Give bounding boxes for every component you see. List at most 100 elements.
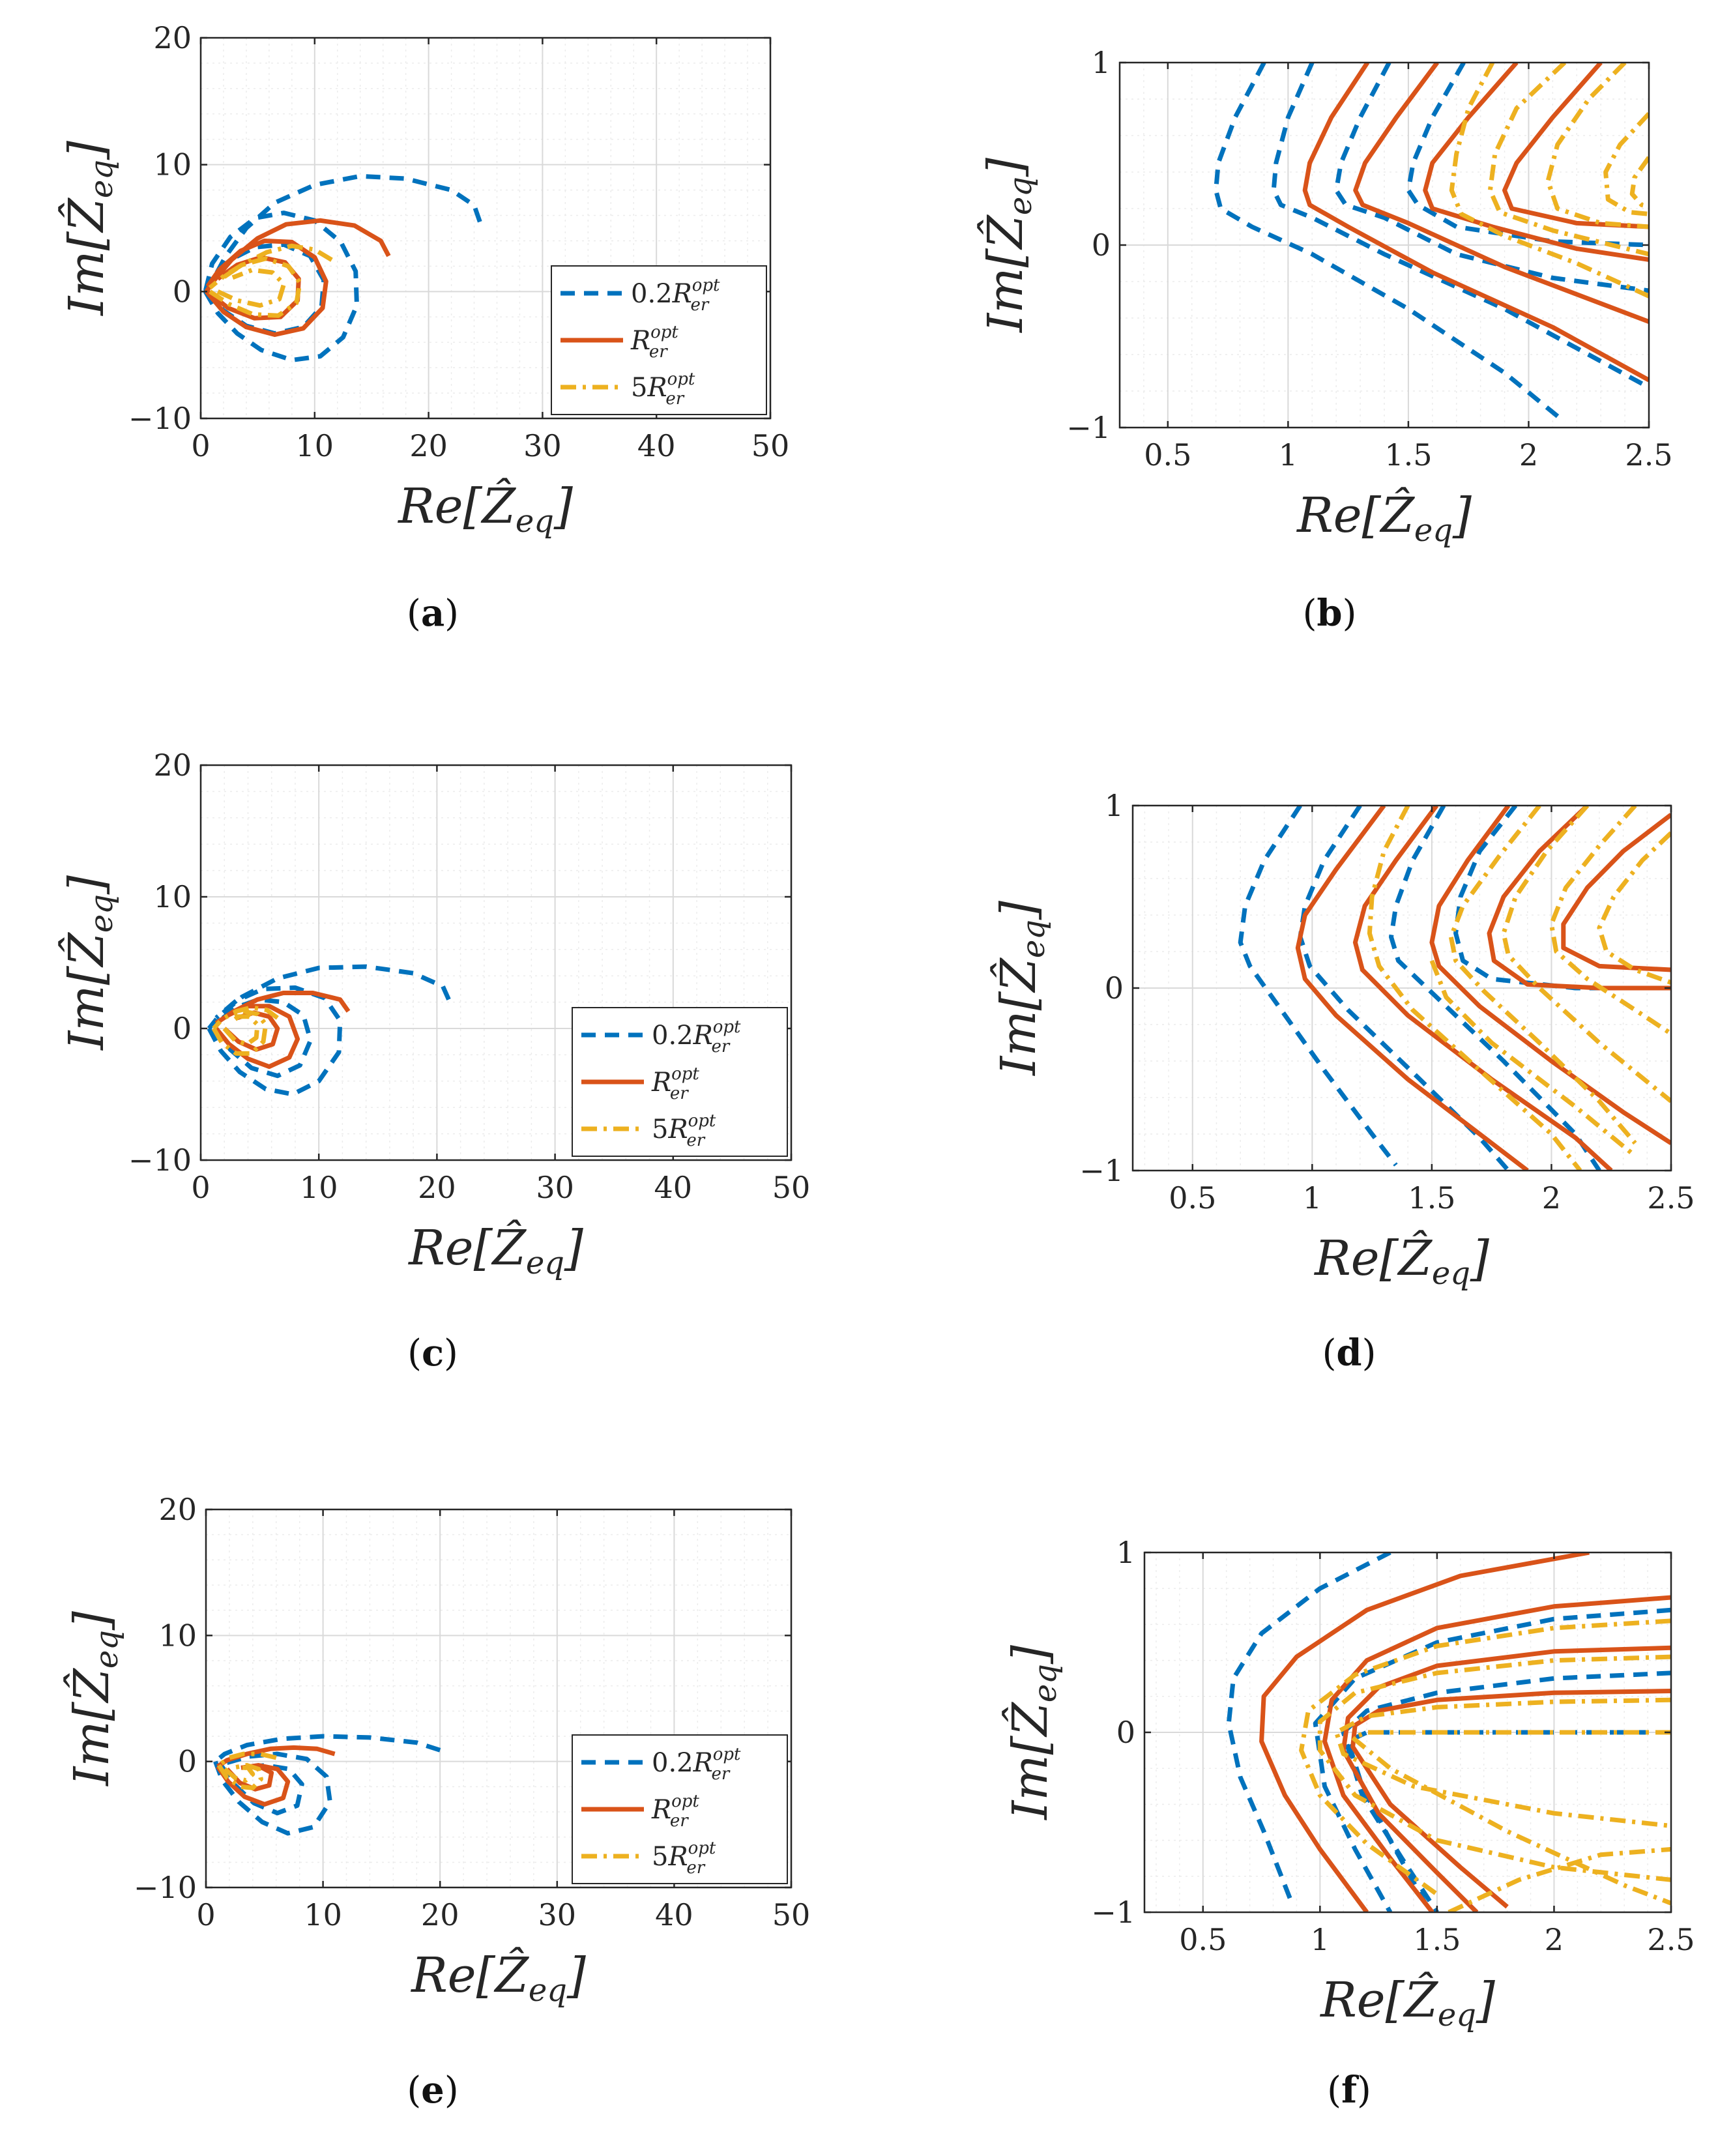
series-line bbox=[1334, 1697, 1671, 1828]
series-line bbox=[1448, 1846, 1671, 1912]
panel-b: 0.5 1 1.5 2 2.5 −1 0 1 Re[Ẑeq] Im[Ẑeq] (b) bbox=[976, 45, 1673, 635]
series-line bbox=[1487, 806, 1671, 991]
x-tick-label: 0.5 bbox=[1179, 1922, 1227, 1957]
series-line bbox=[1345, 1730, 1671, 1904]
axes-box bbox=[205, 1508, 793, 1889]
x-tick-label: 1.5 bbox=[1384, 437, 1432, 473]
legend: 0.2Ropt er Ropt er 5Ropt er bbox=[551, 265, 767, 415]
series-dashed bbox=[1226, 1552, 1671, 1912]
x-tick-label: 2 bbox=[1545, 1922, 1564, 1957]
series-line bbox=[1429, 959, 1637, 1158]
series-line bbox=[1487, 63, 1649, 257]
x-tick-label: 2.5 bbox=[1647, 1180, 1695, 1216]
y-tick-label: 20 bbox=[158, 1492, 197, 1527]
series-dashdot bbox=[1367, 806, 1671, 1171]
x-axis-label: Re[Ẑeq] bbox=[1296, 486, 1472, 549]
series-line bbox=[1501, 806, 1671, 1103]
y-axis-label: Im[Ẑeq] bbox=[976, 158, 1039, 334]
legend-label: 5Ropt er bbox=[652, 1839, 716, 1878]
series-line bbox=[211, 1009, 269, 1056]
series-solid bbox=[1295, 806, 1671, 1171]
y-axis-label: Im[Ẑeq] bbox=[1001, 1645, 1064, 1821]
legend-label: Ropt er bbox=[651, 1064, 699, 1103]
series-line bbox=[1322, 1595, 1671, 1912]
x-tick-label: 1 bbox=[1279, 437, 1298, 473]
panels: 0 10 20 30 40 50−1001020Re[Ẑeq]Im[Ẑeq]0.2Ro… bbox=[57, 20, 1695, 2112]
x-tick-label: 1.5 bbox=[1413, 1922, 1461, 1957]
panel-d: 0.5 1 1.5 2 2.5 −1 0 1 Re[Ẑeq] Im[Ẑeq] (d) bbox=[989, 788, 1695, 1375]
series-dashdot bbox=[208, 243, 333, 318]
x-tick-label: 50 bbox=[751, 428, 790, 463]
series-dashed bbox=[1238, 806, 1671, 1171]
y-tick-label: 10 bbox=[158, 1618, 197, 1653]
series-line bbox=[1448, 806, 1637, 1145]
series-line bbox=[209, 256, 302, 318]
series-line bbox=[1214, 63, 1567, 424]
series-line bbox=[1295, 806, 1529, 1171]
caption-d: (d) bbox=[1322, 1332, 1376, 1375]
x-tick-label: 40 bbox=[654, 1170, 693, 1205]
series-line bbox=[203, 173, 482, 293]
series-line bbox=[203, 211, 359, 362]
series-line bbox=[222, 1014, 260, 1047]
panel-f: 0.5 1 1.5 2 2.5 −1 0 1 Re[Ẑeq] Im[Ẑeq] (f) bbox=[1001, 1535, 1695, 2112]
y-axis-label: Im[Ẑeq] bbox=[63, 1611, 125, 1787]
series-line bbox=[1350, 1689, 1671, 1909]
series-dashdot bbox=[1449, 63, 1649, 299]
series-line bbox=[214, 1734, 441, 1764]
caption-c: (c) bbox=[407, 1332, 458, 1375]
y-tick-label: 1 bbox=[1092, 45, 1111, 80]
series-dashdot bbox=[1299, 1618, 1671, 1912]
series-group bbox=[207, 964, 451, 1097]
series-line bbox=[1603, 112, 1649, 216]
x-tick-label: 10 bbox=[300, 1170, 338, 1205]
panel-c: 0 10 20 30 40 50−1001020Re[Ẑeq]Im[Ẑeq]0.2Ro… bbox=[57, 748, 810, 1375]
series-dashdot bbox=[216, 1751, 277, 1790]
y-tick-label: −1 bbox=[1066, 410, 1111, 445]
y-axis-label: Im[Ẑeq] bbox=[57, 875, 120, 1051]
series-group bbox=[213, 1734, 441, 1836]
y-tick-label: −10 bbox=[134, 1870, 197, 1905]
y-axis-label: Im[Ẑeq] bbox=[57, 141, 120, 317]
y-tick-label: 1 bbox=[1116, 1535, 1135, 1570]
series-group bbox=[203, 173, 482, 362]
series-line bbox=[1302, 63, 1649, 383]
x-axis-label: Re[Ẑeq] bbox=[410, 1946, 586, 2009]
series-solid bbox=[216, 1745, 336, 1807]
x-axis-label: Re[Ẑeq] bbox=[407, 1219, 583, 1281]
series-line bbox=[1271, 63, 1649, 390]
y-tick-label: 10 bbox=[153, 879, 192, 914]
y-tick-label: −10 bbox=[128, 401, 192, 436]
x-tick-label: 30 bbox=[523, 428, 562, 463]
series-line bbox=[1389, 806, 1601, 1171]
x-tick-label: 40 bbox=[637, 428, 676, 463]
series-line bbox=[216, 267, 287, 308]
series-line bbox=[1226, 1552, 1391, 1904]
y-tick-label: 0 bbox=[173, 1011, 192, 1046]
x-tick-label: 0 bbox=[191, 1170, 210, 1205]
series-line bbox=[1333, 63, 1649, 293]
series-group bbox=[1238, 806, 1671, 1171]
series-line bbox=[223, 1765, 255, 1783]
x-tick-label: 10 bbox=[296, 428, 334, 463]
y-tick-label: −10 bbox=[128, 1143, 192, 1178]
y-tick-label: 1 bbox=[1105, 788, 1124, 823]
series-line bbox=[217, 1751, 277, 1768]
series-line bbox=[1352, 806, 1613, 1171]
series-line bbox=[1367, 806, 1582, 1171]
x-axis-label: Re[Ẑeq] bbox=[397, 477, 573, 540]
legend-label: 5Ropt er bbox=[631, 370, 695, 409]
series-line bbox=[1298, 806, 1511, 1171]
caption-a: (a) bbox=[407, 592, 459, 635]
axes-box bbox=[199, 764, 793, 1161]
series-dashdot bbox=[211, 1005, 279, 1056]
y-tick-label: 0 bbox=[178, 1744, 197, 1779]
y-tick-label: 10 bbox=[153, 147, 192, 182]
y-tick-label: 0 bbox=[1092, 227, 1111, 263]
panel-a: 0 10 20 30 40 50−1001020Re[Ẑeq]Im[Ẑeq]0.2Ro… bbox=[57, 20, 789, 635]
series-line bbox=[1313, 1607, 1671, 1912]
y-tick-label: −1 bbox=[1079, 1153, 1124, 1188]
series-line bbox=[1561, 813, 1671, 972]
